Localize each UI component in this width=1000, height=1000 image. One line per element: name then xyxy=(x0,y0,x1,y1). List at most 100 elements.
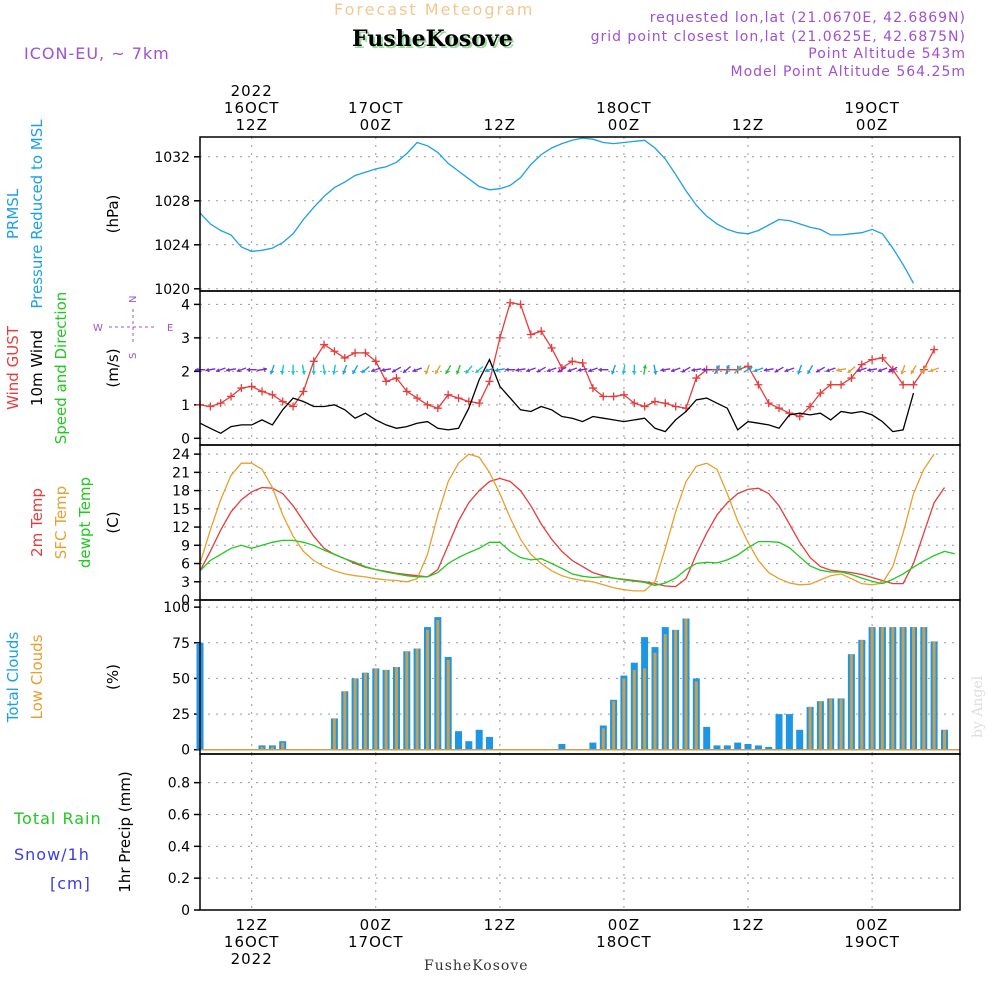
wind-direction-arrow xyxy=(256,367,268,372)
wind-direction-arrow xyxy=(311,364,316,375)
wind-direction-arrow xyxy=(412,367,423,373)
wind-direction-arrow xyxy=(910,364,917,375)
arrow-head xyxy=(263,367,267,372)
gust-marker xyxy=(361,348,370,357)
low-cloud-bar xyxy=(684,618,688,750)
series-10m-wind xyxy=(199,358,915,435)
arrow-head xyxy=(352,370,357,374)
arrow-head xyxy=(216,368,220,373)
total-cloud-bar xyxy=(589,742,597,750)
arrow-head xyxy=(301,370,306,375)
gust-marker xyxy=(413,394,422,403)
arrow-head xyxy=(670,368,675,373)
arrow-head xyxy=(621,370,626,375)
wind-direction-arrow xyxy=(342,364,348,375)
low-cloud-bar xyxy=(808,706,812,750)
low-cloud-bar xyxy=(643,668,647,750)
requested-coords: requested lon,lat (21.0670E, 42.6869N) xyxy=(649,10,966,26)
wind-direction-arrow xyxy=(567,367,578,373)
arrow-head xyxy=(505,367,509,372)
arrow-head xyxy=(290,371,296,375)
arrow-head xyxy=(484,368,489,373)
wind-direction-arrow xyxy=(774,366,784,373)
y-tick-label: 6 xyxy=(181,557,190,573)
y-axis-label: 1hr Precip (mm) xyxy=(116,771,134,892)
gust-marker xyxy=(599,392,608,401)
gust-marker xyxy=(661,399,670,408)
gust-marker xyxy=(454,394,463,403)
gust-marker xyxy=(650,397,659,406)
series-wind-gust xyxy=(199,301,935,418)
gust-marker xyxy=(754,380,763,389)
wind-direction-arrow xyxy=(598,367,609,372)
y-tick-label: 25 xyxy=(172,707,190,723)
bottom-time-label: 19OCT xyxy=(844,933,900,951)
y-tick-label: 1032 xyxy=(154,150,190,166)
wind-direction-arrow xyxy=(474,365,484,374)
gust-marker xyxy=(816,389,825,398)
arrow-head xyxy=(847,369,852,373)
y-tick-label: 1 xyxy=(181,398,190,414)
arrow-head xyxy=(611,370,616,375)
top-time-label: 18OCT xyxy=(596,99,652,117)
gust-marker xyxy=(495,333,504,342)
wind-direction-arrow xyxy=(691,367,702,373)
panel-1: 0 1 2 3 4 N W E S Wind GUST 10m Wind Speed and Dire… xyxy=(4,290,961,447)
y-tick-label: 9 xyxy=(181,538,190,554)
arrow-head xyxy=(546,368,551,373)
y-tick-label: 75 xyxy=(172,636,190,652)
gust-marker xyxy=(382,377,391,386)
low-cloud-bar xyxy=(612,701,616,750)
arrow-head xyxy=(322,370,327,375)
gust-marker xyxy=(806,402,815,411)
location-title: FusheKosove xyxy=(352,26,513,52)
low-cloud-bar xyxy=(384,669,388,750)
arrow-head xyxy=(236,368,241,373)
panel-frame xyxy=(199,753,961,911)
panel-label: Speed and Direction xyxy=(52,292,70,445)
y-tick-label: 0.8 xyxy=(168,776,190,792)
gust-marker xyxy=(206,402,215,411)
gust-marker xyxy=(237,384,246,393)
arrow-head xyxy=(774,368,779,373)
top-time-label: 19OCT xyxy=(844,99,900,117)
y-tick-label: 15 xyxy=(172,502,190,518)
gust-marker xyxy=(485,377,494,386)
low-cloud-bar xyxy=(395,667,398,750)
y-tick-label: 21 xyxy=(172,465,190,481)
gust-marker xyxy=(537,327,546,336)
wind-direction-arrow xyxy=(815,366,826,373)
gust-marker xyxy=(826,380,835,389)
low-cloud-bar xyxy=(870,627,874,750)
arrow-head xyxy=(205,367,210,373)
total-cloud-bar xyxy=(754,745,762,750)
low-cloud-bar xyxy=(932,641,936,750)
arrow-head xyxy=(660,367,665,373)
panel-label: SFC Temp xyxy=(52,486,70,559)
y-tick-label: 0 xyxy=(181,743,190,759)
gust-marker xyxy=(516,300,525,309)
top-time-label: 2022 xyxy=(231,82,273,100)
wind-direction-arrow xyxy=(505,367,516,372)
arrow-head xyxy=(371,368,375,373)
arrow-head xyxy=(816,368,821,373)
arrow-head xyxy=(494,367,499,373)
gust-marker xyxy=(930,345,939,354)
arrow-head xyxy=(361,369,366,373)
low-cloud-bar xyxy=(922,627,926,750)
top-time-label: 00Z xyxy=(360,116,392,134)
wind-direction-arrow xyxy=(525,367,536,373)
wind-direction-arrow xyxy=(929,367,940,373)
y-tick-label: 18 xyxy=(172,484,190,500)
gust-marker xyxy=(330,347,339,356)
arrow-head xyxy=(867,367,871,373)
wind-direction-arrow xyxy=(743,366,753,373)
arrow-head xyxy=(269,370,274,375)
gust-marker xyxy=(899,380,908,389)
footer-location: FusheKosove xyxy=(424,958,529,974)
total-cloud-bar xyxy=(744,744,752,750)
wind-direction-arrow xyxy=(621,364,626,375)
gust-marker xyxy=(775,404,784,413)
panel-label: 2m Temp xyxy=(28,488,46,557)
